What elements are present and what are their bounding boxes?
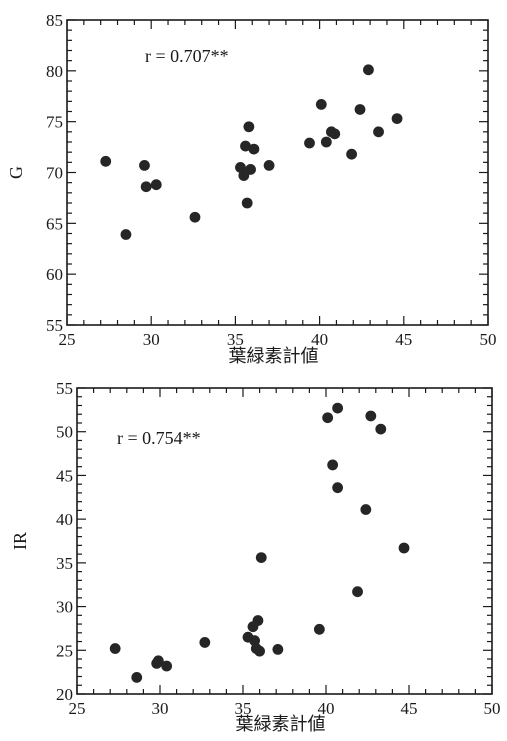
data-point <box>240 140 251 152</box>
y-tick-label: 80 <box>46 62 63 81</box>
x-tick-label: 35 <box>235 699 252 718</box>
y-tick-label: 55 <box>56 379 73 398</box>
data-point <box>354 104 366 115</box>
data-point <box>398 542 410 554</box>
data-point <box>254 645 265 657</box>
data-point <box>391 113 403 125</box>
y-tick-label: 75 <box>46 113 63 132</box>
data-point <box>243 121 255 133</box>
data-point <box>360 504 372 515</box>
data-point <box>150 179 162 191</box>
data-point <box>346 148 357 160</box>
data-point <box>189 211 201 223</box>
data-point <box>139 159 150 171</box>
y-tick-label: 30 <box>56 598 73 617</box>
plot-frame-g <box>66 19 489 326</box>
data-point <box>245 164 256 175</box>
x-tick-label: 50 <box>480 330 497 349</box>
chart-g-vs-chlorophyll: 25 30 35 40 45 50 55 60 65 70 75 80 85 葉緑素計値 Gr = 0.70… <box>6 11 497 367</box>
x-axis-label: 葉緑素計値 <box>236 714 326 735</box>
x-tick-label: 45 <box>401 699 418 718</box>
x-tick-label: 40 <box>318 699 335 718</box>
x-tick-label: 30 <box>143 330 160 349</box>
data-point <box>322 412 334 424</box>
data-point <box>365 410 377 422</box>
y-tick-label: 25 <box>56 641 73 660</box>
y-tick-label: 35 <box>56 554 73 573</box>
data-point <box>131 671 143 683</box>
data-point <box>263 159 275 171</box>
data-point <box>363 64 374 76</box>
x-tick-label: 50 <box>484 699 501 718</box>
x-tick-label: 30 <box>152 699 169 718</box>
data-point <box>109 643 121 654</box>
y-tick-label: 85 <box>46 11 63 30</box>
data-point <box>327 459 339 471</box>
y-tick-label: 65 <box>46 214 63 233</box>
x-tick-label: 45 <box>395 330 412 349</box>
x-tick-label: 35 <box>227 330 244 349</box>
data-point <box>304 137 315 149</box>
data-point <box>313 623 325 635</box>
y-tick-label: 70 <box>46 164 63 183</box>
y-tick-label: 60 <box>46 265 63 284</box>
y-axis-label: G <box>6 166 26 179</box>
y-tick-label: 55 <box>46 316 63 335</box>
data-point <box>375 423 387 435</box>
y-tick-label: 45 <box>56 466 73 485</box>
data-point <box>140 181 152 193</box>
data-point <box>248 143 260 155</box>
data-point <box>332 482 344 494</box>
data-point <box>199 637 211 648</box>
y-tick-label: 50 <box>56 423 73 442</box>
y-tick-label: 20 <box>56 685 73 704</box>
data-point <box>373 126 384 138</box>
data-point <box>235 162 246 173</box>
data-point <box>320 136 332 148</box>
correlation-annotation: r = 0.707** <box>145 46 229 66</box>
y-axis-label: IR <box>10 532 30 550</box>
data-point <box>332 402 344 414</box>
data-point <box>100 155 112 167</box>
data-point <box>352 586 363 598</box>
x-tick-label: 25 <box>59 330 76 349</box>
data-point <box>252 615 264 626</box>
correlation-annotation: r = 0.754** <box>117 428 201 448</box>
x-axis-label: 葉緑素計値 <box>229 346 319 367</box>
data-point <box>329 128 341 140</box>
data-point <box>120 229 132 240</box>
data-point <box>255 552 267 564</box>
data-point <box>161 660 173 672</box>
data-point <box>272 644 284 655</box>
data-point <box>241 197 253 209</box>
plot-frame-ir <box>76 387 493 695</box>
data-point <box>152 655 164 667</box>
x-tick-label: 25 <box>69 699 86 718</box>
x-tick-label: 40 <box>311 330 328 349</box>
y-tick-label: 40 <box>56 510 73 529</box>
data-point <box>315 98 327 110</box>
